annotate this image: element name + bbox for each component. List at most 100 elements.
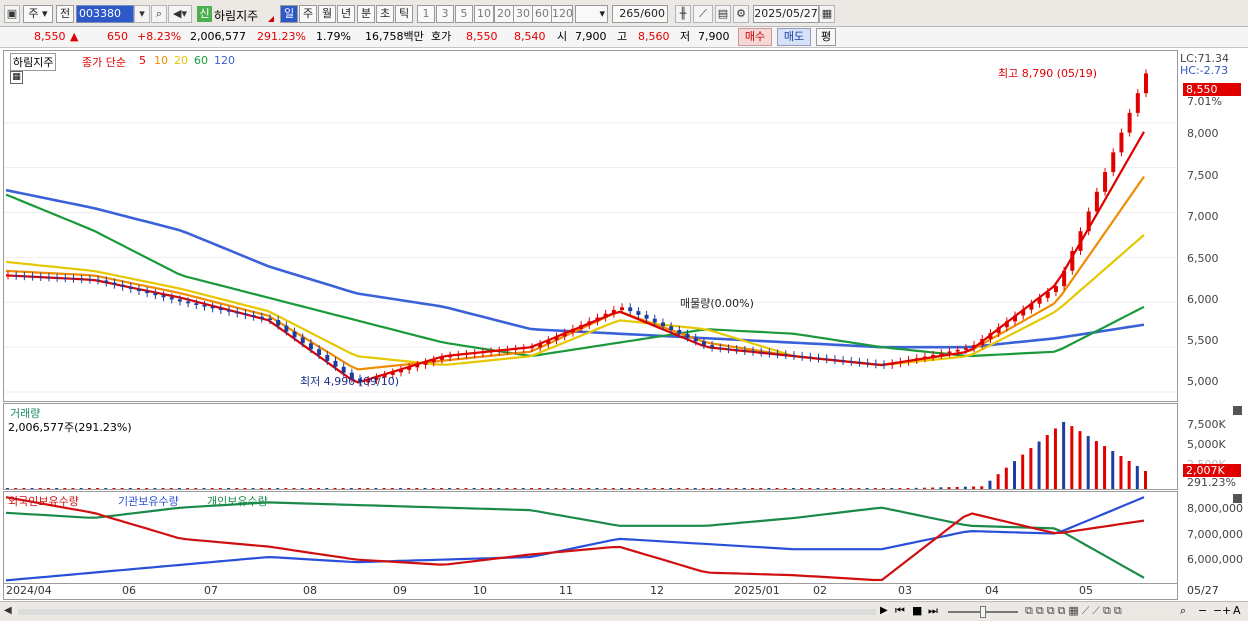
maximize-icon-2[interactable]	[1233, 494, 1242, 503]
volume-bar	[153, 488, 157, 489]
volume-bar	[79, 488, 83, 489]
candle-body	[931, 354, 936, 357]
candle-body	[382, 374, 387, 378]
low-annotation: 최저 4,990 (09/10)	[300, 375, 400, 388]
minute-5[interactable]: 5	[455, 5, 473, 23]
volume-bar	[701, 488, 705, 489]
y-tick-8000: 8,000	[1187, 127, 1219, 140]
minute-3[interactable]: 3	[436, 5, 454, 23]
candle-body	[153, 293, 158, 296]
volume-bar	[1135, 465, 1139, 489]
scrollbar-track[interactable]	[18, 609, 876, 615]
volume-pct-tag: 291.23%	[1187, 476, 1236, 489]
maximize-icon[interactable]	[1233, 406, 1242, 415]
rewind-icon[interactable]: ⏮	[895, 604, 905, 617]
volume-bar	[46, 488, 50, 489]
turnover-rate: 1.79%	[316, 30, 351, 43]
volume-bar	[480, 488, 484, 489]
tab-tick[interactable]: 틱	[395, 5, 413, 23]
candle-body	[79, 278, 84, 280]
calendar-icon[interactable]: ▦	[819, 5, 835, 23]
date-field[interactable]: 2025/05/27	[753, 5, 819, 23]
tab-day[interactable]: 일	[280, 5, 298, 23]
code-dropdown-icon[interactable]: ▾	[134, 5, 150, 23]
minute-30[interactable]: 30	[513, 5, 533, 23]
candle-body	[939, 353, 944, 355]
candle-body	[120, 284, 125, 287]
candle-body	[1078, 231, 1083, 251]
candle-body	[284, 325, 289, 332]
candle-body	[46, 277, 51, 279]
candle-body	[456, 354, 461, 356]
scroll-right-icon[interactable]: ▶	[880, 605, 888, 616]
volume-bar	[1029, 448, 1033, 489]
volume-bar	[652, 488, 656, 489]
prev-button[interactable]: 전	[56, 5, 74, 23]
stock-code-input[interactable]: 003380	[76, 5, 134, 23]
volume-bar	[767, 488, 771, 489]
holders-pane[interactable]: 외국인보유수량 기관보유수량 개인보유수량	[3, 491, 1178, 584]
scroll-left-icon[interactable]: ◀	[4, 605, 12, 616]
minute-1[interactable]: 1	[417, 5, 435, 23]
period-dropdown[interactable]: 주 ▾	[23, 5, 53, 23]
candle-body	[775, 353, 780, 355]
stop-icon[interactable]: ■	[912, 604, 923, 617]
minute-120[interactable]: 120	[551, 5, 573, 23]
candle-body	[1135, 93, 1140, 113]
minute-20[interactable]: 20	[494, 5, 514, 23]
window-icon[interactable]: ▣	[4, 5, 20, 23]
candle-body	[865, 362, 870, 364]
price-pane[interactable]: 하림지주 종가 단순 5 10 20 60 120 ▦ 최고 8,790 (05…	[3, 50, 1178, 402]
volume-bar	[1070, 426, 1074, 489]
candle-body	[742, 350, 747, 352]
volume-bar	[636, 488, 640, 489]
minute-10[interactable]: 10	[474, 5, 494, 23]
tab-week[interactable]: 주	[299, 5, 317, 23]
plus-icon[interactable]: +	[1222, 604, 1232, 617]
candle-body	[873, 363, 878, 365]
candle-body	[513, 348, 518, 350]
volume-bar	[284, 488, 288, 489]
zoom-slider-handle[interactable]	[980, 606, 986, 618]
gear-icon[interactable]: ⚙	[733, 5, 749, 23]
candle-body	[472, 353, 477, 355]
eval-button[interactable]: 평	[816, 28, 836, 46]
buy-button[interactable]: 매수	[738, 28, 772, 46]
zoom-icon[interactable]: ⌕	[1180, 604, 1187, 617]
sell-button[interactable]: 매도	[777, 28, 811, 46]
x-tick-10: 10	[473, 584, 487, 597]
tab-minute[interactable]: 분	[357, 5, 375, 23]
tab-year[interactable]: 년	[337, 5, 355, 23]
candle-body	[808, 356, 813, 358]
font-size-icon[interactable]: A	[1233, 604, 1241, 617]
line-tool-icon[interactable]: ⟋	[693, 5, 713, 23]
speaker-icon[interactable]: ◀▾	[168, 5, 192, 23]
hold-tick-7m: 7,000,000	[1187, 528, 1243, 541]
minus-icon[interactable]: −	[1198, 604, 1208, 617]
tab-month[interactable]: 월	[318, 5, 336, 23]
candle-body	[366, 379, 371, 383]
volume-bar	[808, 488, 812, 489]
dash-icon[interactable]: −	[1213, 604, 1223, 617]
candle-body	[505, 349, 510, 351]
candle-body	[914, 358, 919, 360]
volume-bar	[292, 488, 296, 489]
tab-second[interactable]: 초	[376, 5, 394, 23]
search-icon[interactable]: ⌕	[151, 5, 167, 23]
forward-icon[interactable]: ⏭	[928, 604, 938, 617]
save-icon[interactable]: ▤	[715, 5, 731, 23]
candle-icon[interactable]: ╫	[675, 5, 691, 23]
volume-pane[interactable]: 거래량 2,006,577주(291.23%)	[3, 403, 1178, 490]
volume-bar	[398, 488, 402, 489]
candle-body	[1053, 286, 1058, 293]
count-field[interactable]: 265/600	[612, 5, 668, 23]
ma10-legend: 10	[154, 54, 168, 67]
tool-icons[interactable]: ⧉⧉⧉⧉▦⟋⟋⧉⧉	[1025, 604, 1125, 617]
candle-body	[1062, 270, 1067, 287]
custom-period-dropdown[interactable]: ▾	[575, 5, 608, 23]
low-price: 7,900	[698, 30, 730, 43]
candle-body	[947, 351, 952, 354]
grid-toggle-icon[interactable]: ▦	[10, 71, 23, 84]
minute-60[interactable]: 60	[532, 5, 552, 23]
candle-body	[218, 308, 223, 311]
